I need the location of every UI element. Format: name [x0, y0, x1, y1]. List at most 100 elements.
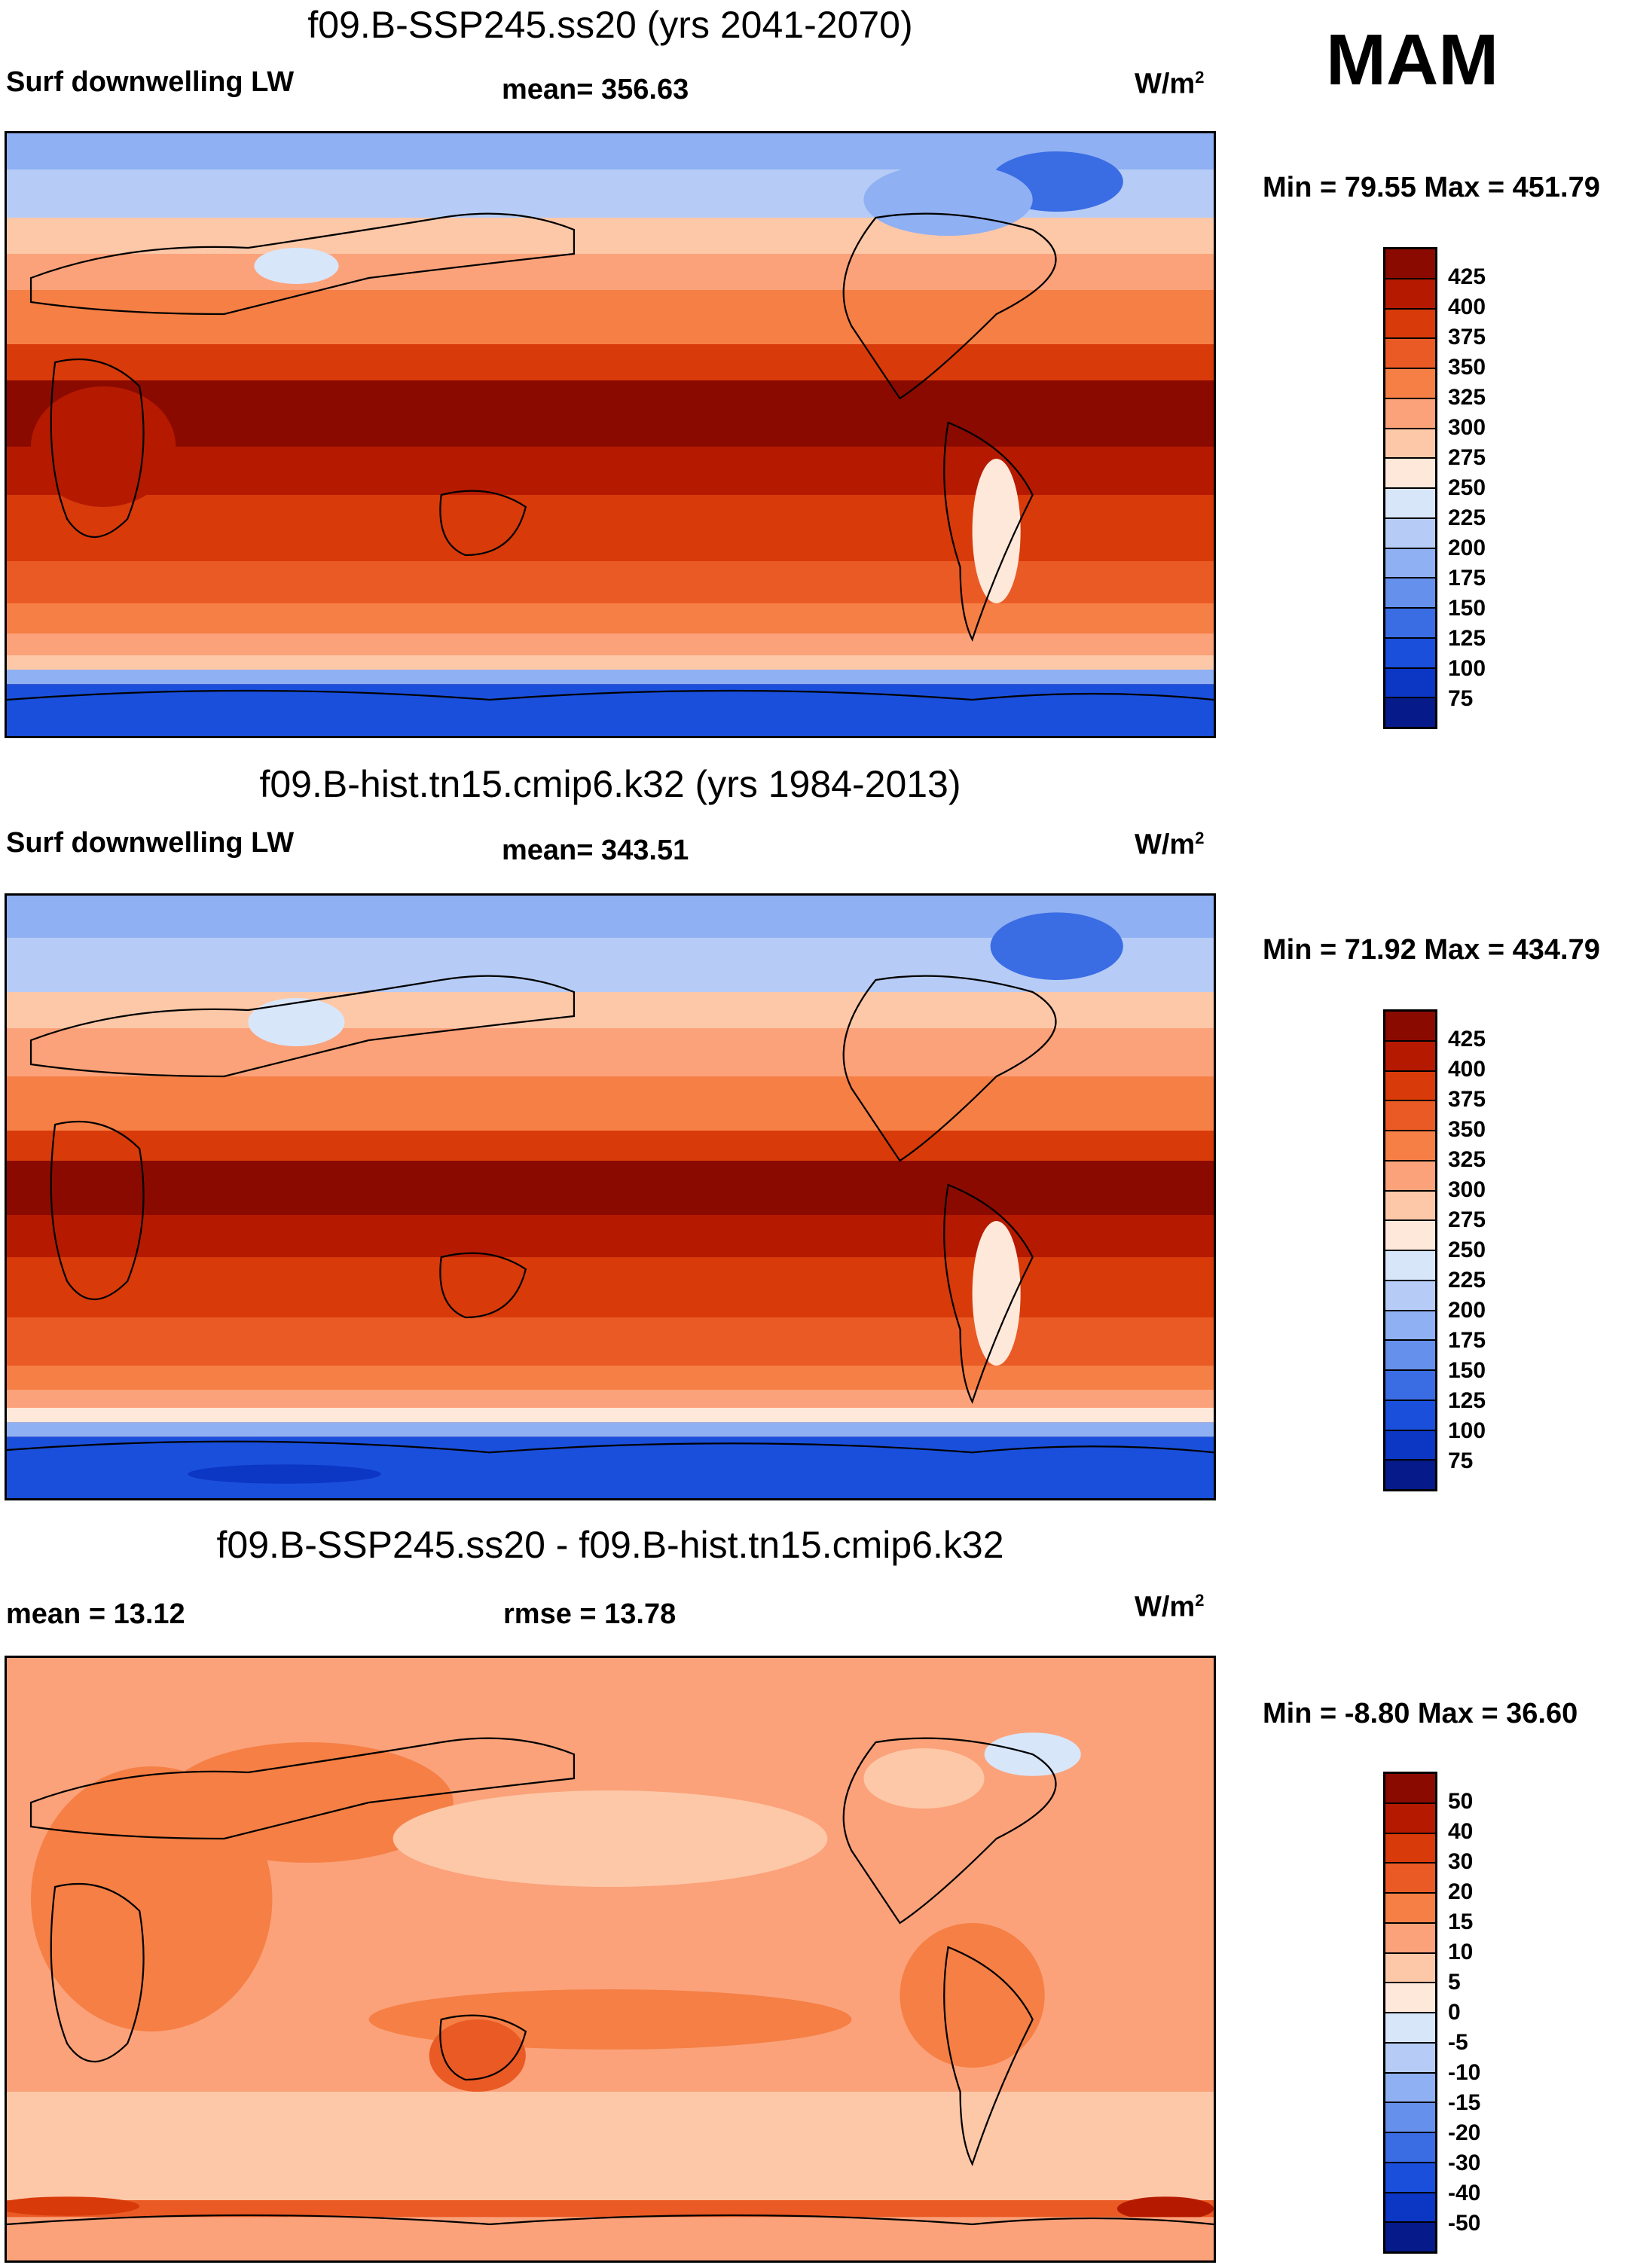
colorbar-tick-label: -15 — [1448, 2090, 1481, 2115]
colorbar-swatch — [1385, 1430, 1435, 1461]
colorbar-tick-label: 125 — [1448, 1388, 1486, 1413]
colorbar-tick-label: 325 — [1448, 1147, 1486, 1172]
panel1-mean-label: mean= 356.63 — [502, 74, 689, 105]
colorbar-tick-label: 75 — [1448, 1448, 1474, 1473]
colorbar-swatch — [1385, 1803, 1435, 1834]
panel3-colorbar-labels: 50 40 30 20 15 10 5 0 -5 -10 -15 -20 -30 -40 -50 — [1448, 1772, 1538, 2254]
colorbar-tick-label: 40 — [1448, 1819, 1474, 1844]
colorbar-swatch — [1385, 309, 1435, 340]
colorbar-swatch — [1385, 578, 1435, 609]
colorbar-tick-label: -30 — [1448, 2150, 1481, 2175]
colorbar-tick-label: 275 — [1448, 445, 1486, 470]
colorbar-swatch — [1385, 1281, 1435, 1311]
colorbar-swatch — [1385, 1894, 1435, 1924]
colorbar-swatch — [1385, 638, 1435, 669]
colorbar-tick-label: 350 — [1448, 1117, 1486, 1142]
colorbar-tick-label: 250 — [1448, 475, 1486, 500]
colorbar-tick-label: -20 — [1448, 2120, 1481, 2145]
colorbar-swatch — [1385, 2223, 1435, 2251]
panel2-minmax: Min = 71.92 Max = 434.79 — [1263, 934, 1600, 966]
panel2-colorbar-labels: 425 400 375 350 325 300 275 250 225 200 175 150 125 1… — [1448, 1009, 1538, 1491]
colorbar-swatch — [1385, 489, 1435, 519]
colorbar-swatch — [1385, 459, 1435, 489]
panel2-colorbar — [1383, 1009, 1437, 1491]
colorbar-tick-label: 50 — [1448, 1789, 1474, 1814]
panel1-title: f09.B-SSP245.ss20 (yrs 2041-2070) — [307, 4, 913, 46]
panel1-colorbar — [1383, 247, 1437, 729]
colorbar-swatch — [1385, 279, 1435, 310]
panel3-colorbar — [1383, 1772, 1437, 2254]
colorbar-tick-label: 150 — [1448, 596, 1486, 621]
colorbar-tick-label: 30 — [1448, 1849, 1474, 1874]
colorbar-swatch — [1385, 1400, 1435, 1431]
colorbar-tick-label: 5 — [1448, 1970, 1461, 1995]
colorbar-tick-label: 225 — [1448, 505, 1486, 530]
colorbar-tick-label: 15 — [1448, 1909, 1474, 1934]
panel1-colorbar-labels: 425 400 375 350 325 300 275 250 225 200 175 150 125 1… — [1448, 247, 1538, 729]
panel1-variable-label: Surf downwelling LW — [6, 66, 295, 98]
colorbar-swatch — [1385, 518, 1435, 549]
colorbar-swatch — [1385, 249, 1435, 279]
colorbar-tick-label: 325 — [1448, 385, 1486, 410]
panel2-variable-label: Surf downwelling LW — [6, 827, 295, 859]
panel1-map — [5, 131, 1216, 738]
colorbar-swatch — [1385, 1953, 1435, 1984]
colorbar-tick-label: 125 — [1448, 626, 1486, 651]
colorbar-swatch — [1385, 1012, 1435, 1042]
colorbar-tick-label: 425 — [1448, 264, 1486, 289]
colorbar-tick-label: 75 — [1448, 686, 1474, 711]
colorbar-swatch — [1385, 698, 1435, 727]
colorbar-swatch — [1385, 1341, 1435, 1371]
colorbar-tick-label: 400 — [1448, 1057, 1486, 1082]
panel1-minmax: Min = 79.55 Max = 451.79 — [1263, 172, 1600, 203]
colorbar-tick-label: 20 — [1448, 1879, 1474, 1904]
panel3-rmse-label: rmse = 13.78 — [503, 1598, 677, 1630]
colorbar-tick-label: 300 — [1448, 1177, 1486, 1202]
colorbar-tick-label: -5 — [1448, 2030, 1468, 2055]
colorbar-tick-label: 100 — [1448, 656, 1486, 681]
colorbar-tick-label: 250 — [1448, 1238, 1486, 1262]
panel3-minmax: Min = -8.80 Max = 36.60 — [1263, 1698, 1578, 1729]
panel2-units: W/m2 — [1135, 829, 1205, 861]
colorbar-tick-label: 200 — [1448, 1298, 1486, 1323]
colorbar-swatch — [1385, 339, 1435, 369]
colorbar-swatch — [1385, 1071, 1435, 1102]
colorbar-swatch — [1385, 1251, 1435, 1281]
colorbar-tick-label: 425 — [1448, 1027, 1486, 1052]
colorbar-tick-label: 375 — [1448, 325, 1486, 350]
colorbar-swatch — [1385, 1833, 1435, 1864]
colorbar-tick-label: 150 — [1448, 1358, 1486, 1383]
colorbar-tick-label: 200 — [1448, 536, 1486, 560]
colorbar-tick-label: 275 — [1448, 1207, 1486, 1232]
colorbar-tick-label: 400 — [1448, 295, 1486, 319]
colorbar-swatch — [1385, 668, 1435, 699]
colorbar-swatch — [1385, 1923, 1435, 1954]
panel2-map — [5, 893, 1216, 1500]
colorbar-swatch — [1385, 2043, 1435, 2074]
colorbar-swatch — [1385, 429, 1435, 459]
colorbar-tick-label: 10 — [1448, 1940, 1474, 1964]
colorbar-tick-label: 100 — [1448, 1418, 1486, 1443]
colorbar-tick-label: 350 — [1448, 355, 1486, 380]
panel3-mean-label: mean = 13.12 — [6, 1598, 185, 1630]
colorbar-swatch — [1385, 1311, 1435, 1342]
colorbar-swatch — [1385, 2103, 1435, 2133]
colorbar-tick-label: 225 — [1448, 1268, 1486, 1293]
colorbar-swatch — [1385, 2073, 1435, 2104]
colorbar-tick-label: 0 — [1448, 2000, 1461, 2025]
colorbar-swatch — [1385, 1041, 1435, 1072]
colorbar-swatch — [1385, 2133, 1435, 2163]
colorbar-swatch — [1385, 1461, 1435, 1489]
colorbar-swatch — [1385, 1191, 1435, 1222]
colorbar-tick-label: -10 — [1448, 2060, 1481, 2085]
colorbar-swatch — [1385, 398, 1435, 429]
colorbar-tick-label: 375 — [1448, 1087, 1486, 1112]
colorbar-swatch — [1385, 609, 1435, 639]
colorbar-swatch — [1385, 1101, 1435, 1131]
colorbar-swatch — [1385, 1864, 1435, 1894]
colorbar-swatch — [1385, 2163, 1435, 2193]
panel1-units: W/m2 — [1135, 68, 1205, 100]
panel3-map — [5, 1656, 1216, 2263]
colorbar-swatch — [1385, 1983, 1435, 2013]
colorbar-swatch — [1385, 1371, 1435, 1401]
